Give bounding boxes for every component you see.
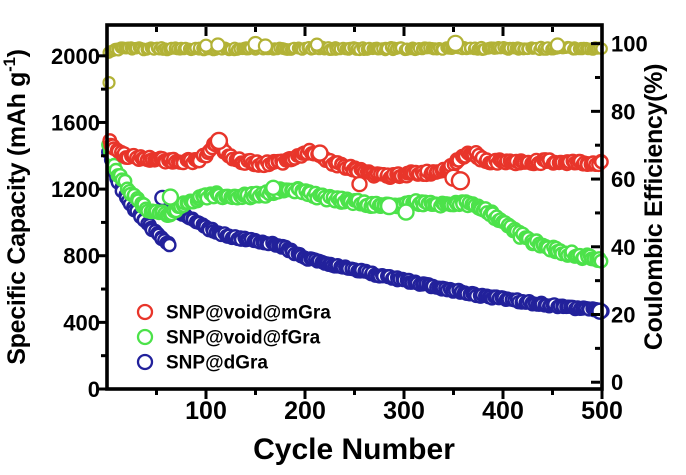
y-right-tick-label: 80 [611,99,635,124]
x-axis-tick-label: 200 [284,397,326,425]
data-point-outlier [209,131,229,151]
y-left-tick-label: 1600 [51,110,100,135]
legend-marker-icon [136,353,154,371]
data-point-outlier [351,175,368,193]
y-left-tick-label: 0 [88,377,100,402]
y-left-tick-label: 800 [63,244,100,269]
legend-item: SNP@void@fGra [136,328,321,349]
y-left-tick-label: 1200 [51,177,100,202]
series-snp-void-mgra [102,131,609,193]
data-point-outlier [102,75,116,90]
data-point-outlier [198,38,214,53]
y-right-axis-title: Coulombic Efficiency(%) [640,64,668,350]
y-right-tick-label: 60 [611,167,635,192]
data-point-outlier [591,302,609,320]
data-point-outlier [257,38,273,54]
axes: 100 200 300 400 5000400800120016002000020406… [0,23,668,466]
data-point [162,237,177,253]
y-right-tick-label: 100 [611,32,648,57]
legend: SNP@void@mGra SNP@void@fGra SNP@dGra [136,303,331,374]
data-point-outlier [397,203,415,221]
legend-item: SNP@dGra [136,353,268,374]
data-point-outlier [549,37,566,53]
y-right-tick-label: 40 [611,235,635,260]
x-axis-tick-label: 300 [383,397,425,425]
legend-item-label: SNP@void@fGra [166,328,321,349]
data-point-outlier [446,34,465,52]
x-axis-tick-label: 500 [581,397,623,425]
y-right-tick-label: 20 [611,303,635,328]
x-axis-title: Cycle Number [253,433,455,466]
data-point-outlier [379,196,399,216]
x-axis-tick-label: 100 [185,397,227,425]
data-point-outlier [309,37,324,52]
data-point-outlier [210,37,226,53]
data-point-outlier [161,188,180,206]
data-point-outlier [450,171,471,191]
legend-item: SNP@void@mGra [136,303,331,324]
legend-item-label: SNP@void@mGra [166,303,331,324]
data-point-outlier [311,144,329,162]
series-coulombic-efficiency [102,34,608,90]
x-axis-tick-label: 400 [482,397,524,425]
data-point-outlier [265,179,282,197]
y-left-tick-label: 400 [63,310,100,335]
y-left-tick-label: 2000 [51,44,100,69]
y-right-tick-label: 0 [611,370,623,395]
legend-marker-icon [136,303,154,321]
legend-item-label: SNP@dGra [166,353,268,374]
legend-marker-icon [136,328,154,346]
plot-frame [105,23,604,391]
y-left-axis-title: Specific Capacity (mAh g-1) [0,49,31,364]
series-snp-void-fgra [101,137,609,269]
